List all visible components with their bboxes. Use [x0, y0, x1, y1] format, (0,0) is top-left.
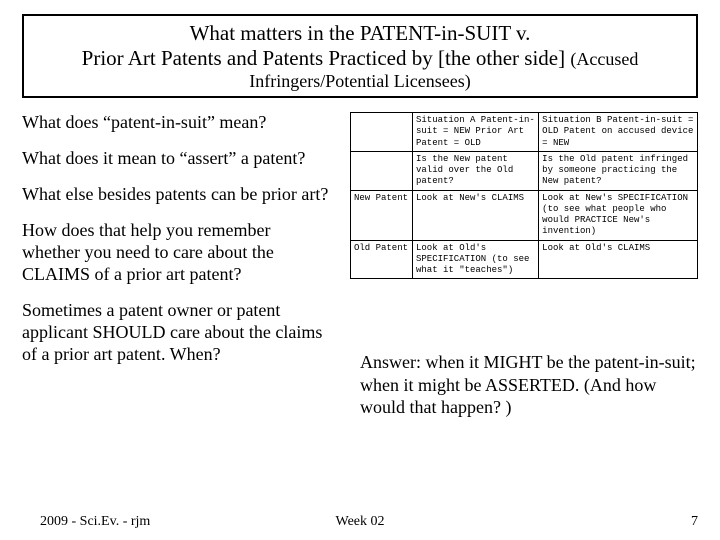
- footer-left: 2009 - Sci.Ev. - rjm: [40, 514, 150, 530]
- question-3: What else besides patents can be prior a…: [22, 184, 332, 206]
- title-line-2: Prior Art Patents and Patents Practiced …: [32, 46, 688, 71]
- title-line-1: What matters in the PATENT-in-SUIT v.: [32, 21, 688, 46]
- title-line-3: Infringers/Potential Licensees): [32, 71, 688, 92]
- question-1: What does “patent-in-suit” mean?: [22, 112, 332, 134]
- table-row: Old Patent Look at Old's SPECIFICATION (…: [351, 240, 698, 279]
- question-2: What does it mean to “assert” a patent?: [22, 148, 332, 170]
- title-line-2-paren: (Accused: [570, 49, 638, 69]
- table-cell: Look at Old's CLAIMS: [539, 240, 698, 279]
- table-row: Situation A Patent-in-suit = NEW Prior A…: [351, 113, 698, 152]
- table-cell: Is the Old patent infringed by someone p…: [539, 151, 698, 190]
- table-cell: Situation A Patent-in-suit = NEW Prior A…: [413, 113, 539, 152]
- table-cell: [351, 113, 413, 152]
- table-cell: Look at Old's SPECIFICATION (to see what…: [413, 240, 539, 279]
- footer-center: Week 02: [335, 514, 384, 530]
- table-row: Is the New patent valid over the Old pat…: [351, 151, 698, 190]
- answer-text: Answer: when it MIGHT be the patent-in-s…: [350, 351, 698, 419]
- table-cell: New Patent: [351, 190, 413, 240]
- main-content: What does “patent-in-suit” mean? What do…: [22, 112, 698, 419]
- table-cell: Look at New's SPECIFICATION (to see what…: [539, 190, 698, 240]
- footer-right: 7: [691, 514, 698, 530]
- table-cell: [351, 151, 413, 190]
- title-box: What matters in the PATENT-in-SUIT v. Pr…: [22, 14, 698, 98]
- question-4: How does that help you remember whether …: [22, 220, 332, 286]
- questions-column: What does “patent-in-suit” mean? What do…: [22, 112, 332, 419]
- table-cell: Situation B Patent-in-suit = OLD Patent …: [539, 113, 698, 152]
- table-cell: Old Patent: [351, 240, 413, 279]
- footer: 2009 - Sci.Ev. - rjm Week 02 7: [0, 514, 720, 530]
- table-cell: Is the New patent valid over the Old pat…: [413, 151, 539, 190]
- title-line-2-main: Prior Art Patents and Patents Practiced …: [82, 46, 571, 70]
- right-column: Situation A Patent-in-suit = NEW Prior A…: [350, 112, 698, 419]
- table-cell: Look at New's CLAIMS: [413, 190, 539, 240]
- table-row: New Patent Look at New's CLAIMS Look at …: [351, 190, 698, 240]
- question-5: Sometimes a patent owner or patent appli…: [22, 300, 332, 366]
- comparison-table: Situation A Patent-in-suit = NEW Prior A…: [350, 112, 698, 279]
